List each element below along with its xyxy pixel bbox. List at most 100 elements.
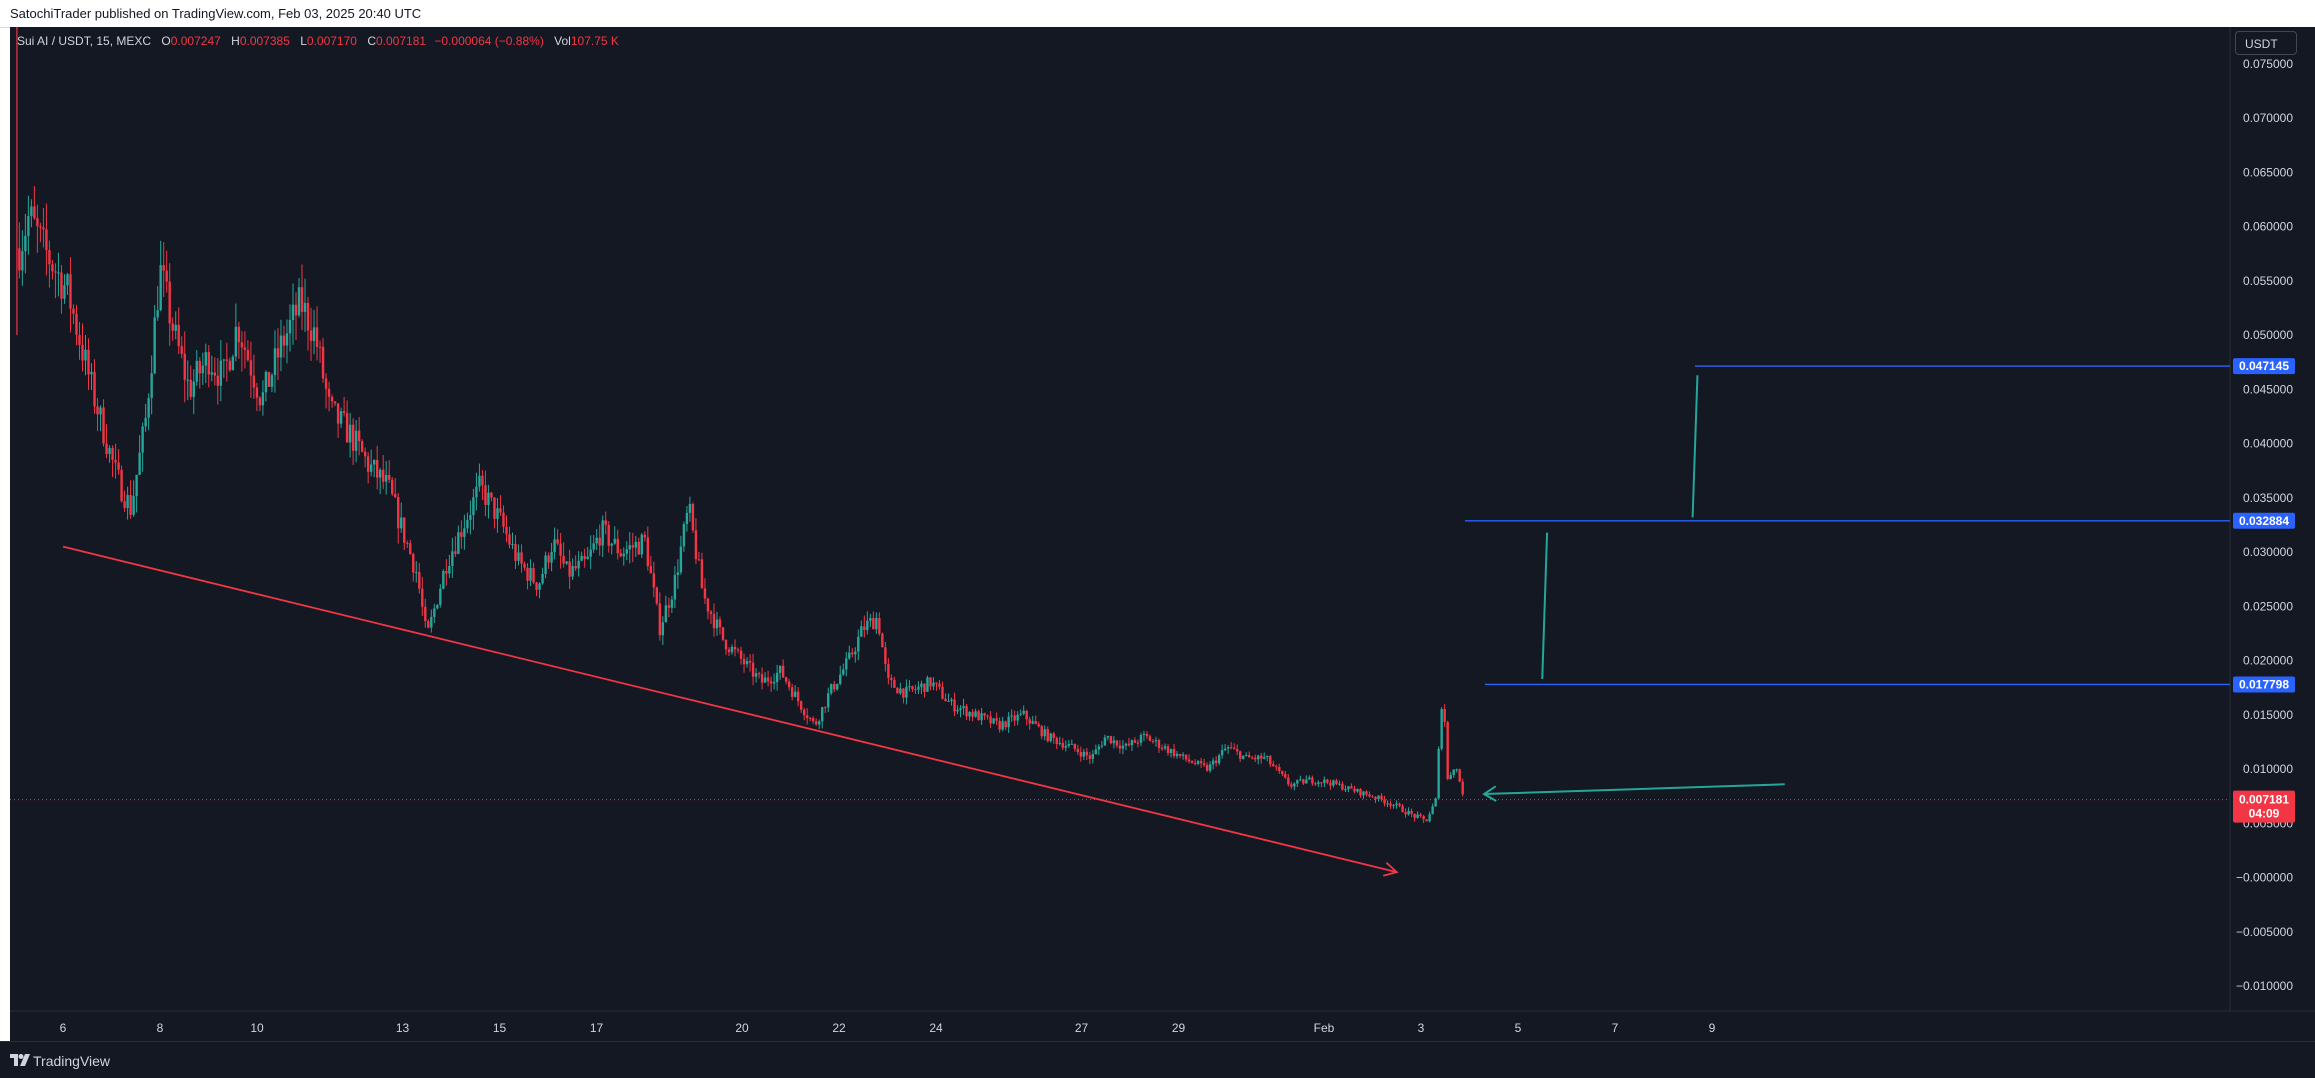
candle-body [616, 538, 619, 554]
candle-body [1440, 708, 1443, 749]
tradingview-logo-icon[interactable] [10, 1054, 30, 1066]
candle-body [39, 226, 42, 228]
candle-body [1073, 743, 1077, 749]
candle-body [818, 721, 821, 725]
candle-body [547, 555, 550, 563]
candle-body [445, 570, 448, 574]
candle-body [580, 555, 583, 561]
open-label: O [161, 34, 171, 48]
candle-body [174, 324, 177, 331]
candle-body [114, 459, 117, 463]
candle-body [129, 494, 132, 515]
footer-brand[interactable]: TradingView [33, 1053, 111, 1069]
candle-body [845, 658, 848, 670]
candle-body [881, 633, 884, 648]
candle-body [30, 206, 33, 217]
trendline[interactable] [62, 545, 1397, 874]
candle-body [123, 501, 126, 508]
candle-body [397, 497, 400, 529]
candle-body [529, 568, 532, 581]
candle-body [938, 683, 941, 687]
candle-body [282, 335, 286, 346]
candle-body [318, 346, 322, 348]
arrow-line[interactable] [1484, 783, 1785, 796]
symbol-name[interactable]: Sui AI / USDT, 15, MEXC [17, 34, 152, 48]
candle-body [902, 688, 905, 698]
price-axis-tick-label: 0.070000 [2243, 111, 2293, 125]
volume-label: Vol [554, 34, 571, 48]
candle-body [1302, 779, 1305, 784]
candle-body [1055, 737, 1058, 744]
candle-body [138, 452, 141, 475]
candle-body [607, 524, 610, 546]
price-chart[interactable]: 0.075000 0.070000 0.065000 0.060000 0.055000… [10, 27, 2315, 1041]
candle-body [1238, 751, 1242, 759]
candle-body [1455, 769, 1458, 771]
candle-body [375, 460, 379, 478]
candle-body [327, 388, 331, 397]
time-axis-tick-label: 6 [60, 1021, 67, 1035]
projection-line[interactable] [1691, 375, 1699, 518]
candle-body [815, 721, 818, 725]
candle-body [1196, 761, 1200, 764]
candle-body [228, 360, 232, 371]
candle-body [1010, 715, 1013, 717]
candle-body [926, 677, 929, 692]
candle-body [180, 346, 183, 354]
projection-line[interactable] [1541, 532, 1549, 680]
candle-body [321, 346, 325, 379]
candle-body [733, 646, 737, 650]
candle-body [1446, 721, 1449, 780]
candle-body [132, 495, 135, 515]
candle-body [51, 264, 54, 272]
candle-body [1434, 798, 1437, 807]
candle-body [24, 235, 27, 252]
candle-body [836, 683, 839, 690]
candle-body [700, 559, 704, 589]
candle-body [439, 588, 442, 605]
candle-body [120, 469, 123, 502]
candle-body [1404, 812, 1407, 815]
candle-body [712, 614, 716, 629]
candle-body [454, 551, 457, 554]
candle-body [126, 494, 129, 508]
candle-body [715, 619, 719, 629]
candle-body [742, 658, 746, 665]
candle-body [905, 686, 908, 698]
candle-body [1145, 733, 1149, 737]
candle-body [1190, 761, 1194, 764]
candle-body [1407, 810, 1410, 815]
candle-body [1326, 779, 1329, 783]
low-label: L [300, 34, 307, 48]
candle-body [601, 520, 604, 546]
candle-body [1272, 764, 1275, 767]
candle-body [556, 539, 559, 544]
candle-body [1178, 753, 1182, 756]
candle-body [345, 413, 349, 443]
candle-body [1061, 742, 1064, 748]
candle-body [189, 379, 192, 397]
candle-body [1049, 733, 1052, 742]
candle-body [1142, 733, 1146, 735]
candle-body [442, 570, 445, 589]
price-axis-tick-label: 0.075000 [2243, 57, 2293, 71]
candle-body [1380, 795, 1383, 800]
candle-body [709, 611, 713, 615]
chart-area[interactable]: 0.075000 0.070000 0.065000 0.060000 0.055000… [10, 27, 2315, 1041]
time-axis-tick-label: 20 [735, 1021, 749, 1035]
candle-body [165, 270, 168, 282]
candle-body [956, 710, 959, 712]
candle-body [1353, 788, 1356, 792]
candle-body [1235, 749, 1239, 752]
candle-body [649, 566, 653, 574]
candle-body [568, 561, 571, 577]
candle-body [1323, 779, 1326, 784]
time-axis-tick-label: 3 [1418, 1021, 1425, 1035]
candle-body [45, 229, 48, 250]
price-axis-tick-label: −0.010000 [2236, 979, 2293, 993]
currency-button[interactable]: USDT [2235, 31, 2297, 55]
candle-body [385, 474, 388, 482]
candle-body [625, 549, 628, 554]
candle-body [1034, 721, 1037, 725]
candle-body [1064, 745, 1067, 748]
